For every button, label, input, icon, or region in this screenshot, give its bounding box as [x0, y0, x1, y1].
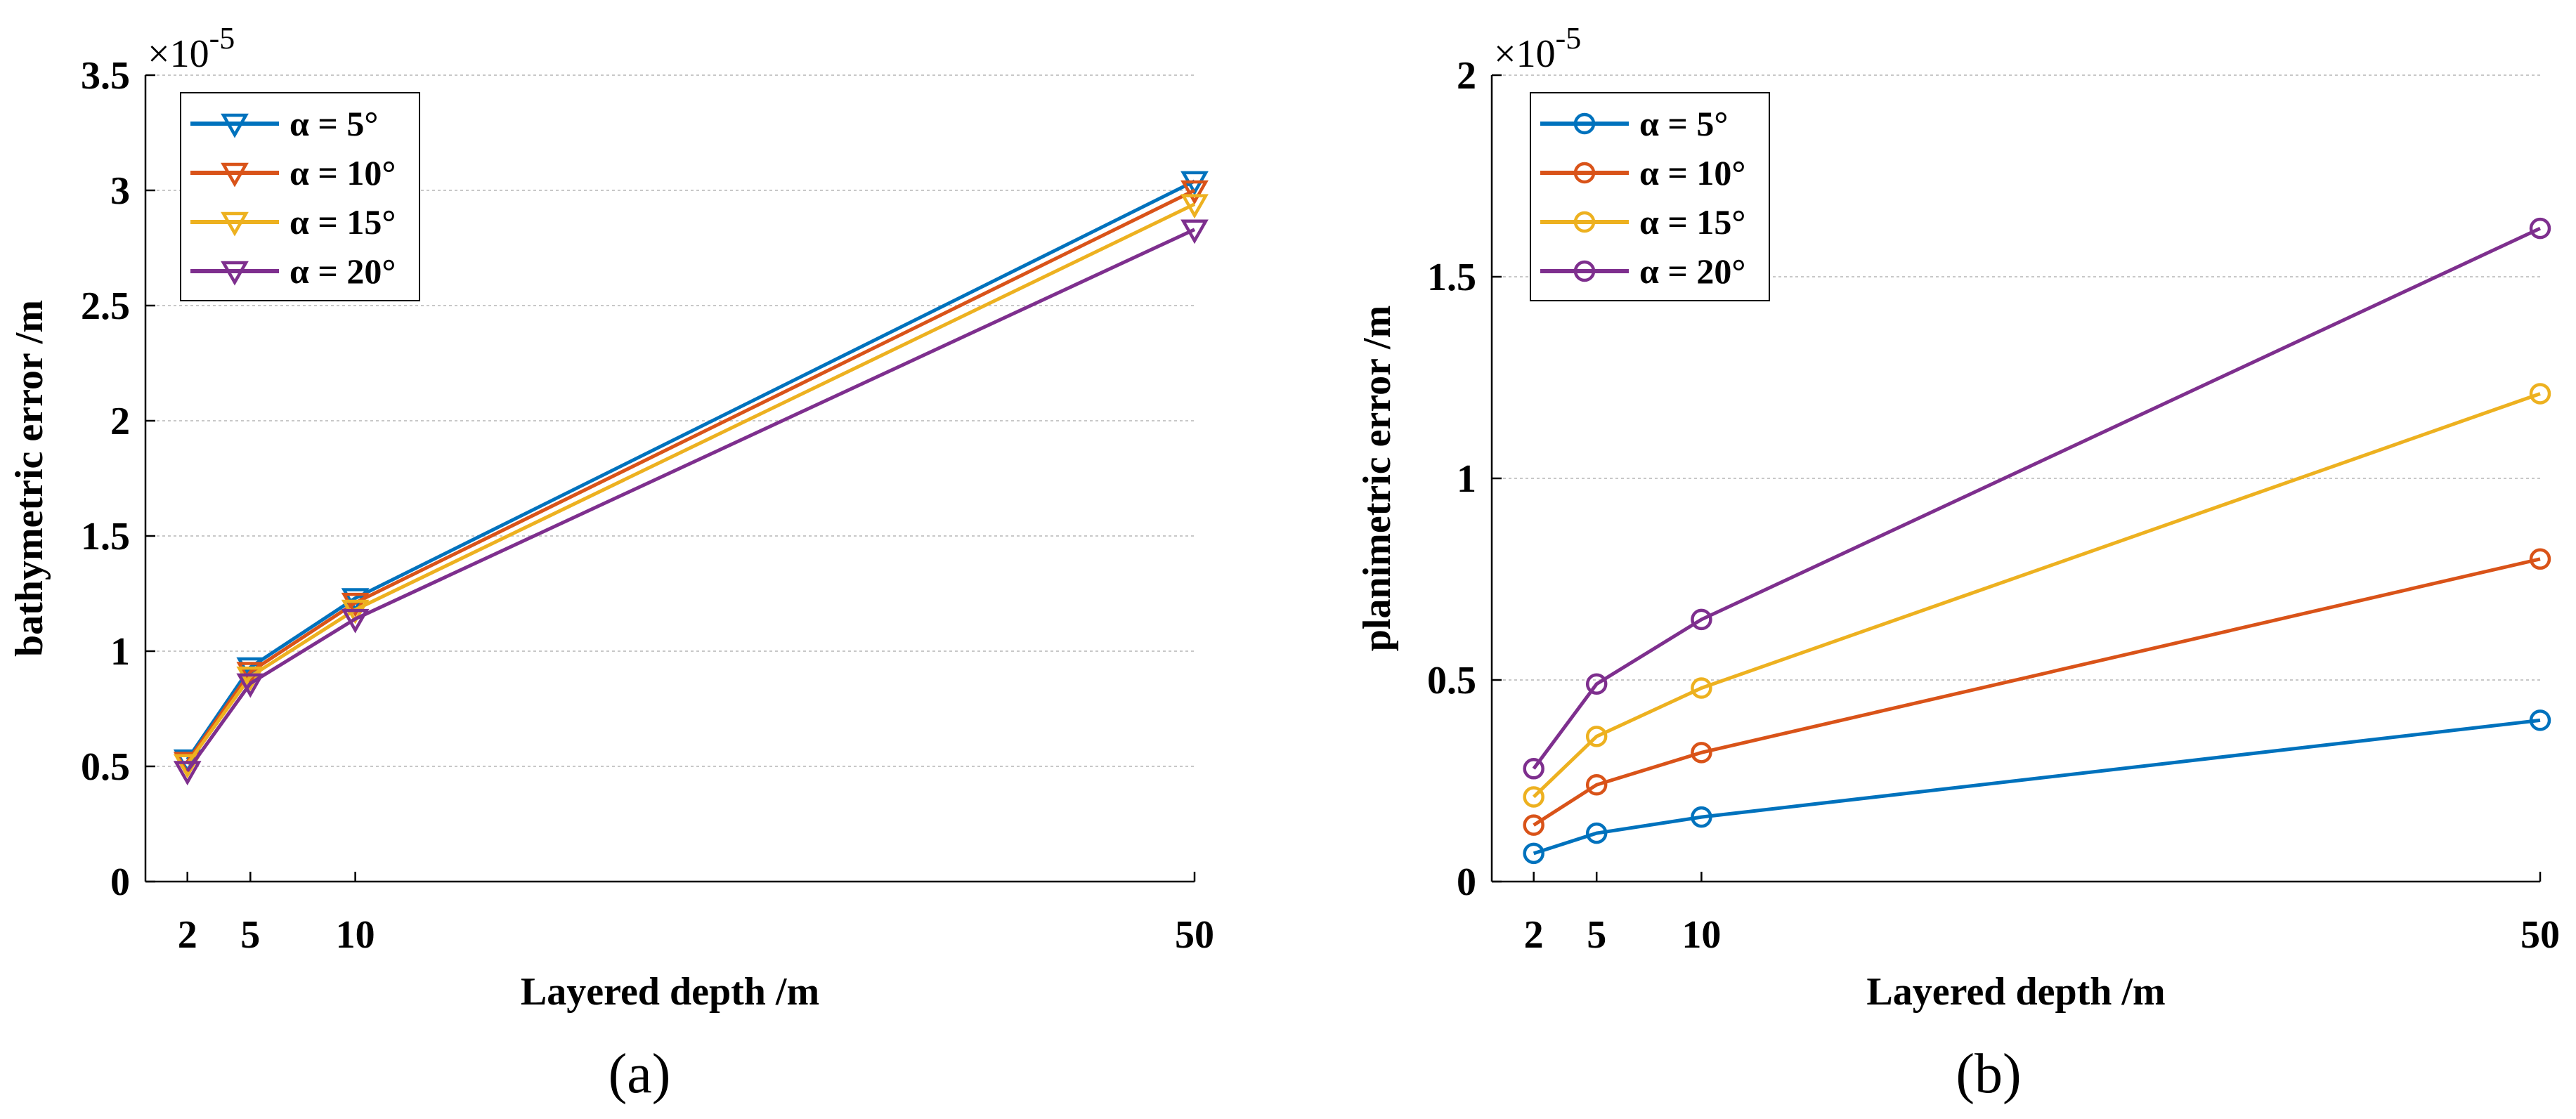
- data-point: [2529, 383, 2551, 405]
- data-point: [1180, 194, 1209, 219]
- legend-label: α = 20°: [1639, 251, 1745, 291]
- y-tick-label: 1.5: [81, 515, 130, 558]
- series-line: [1532, 226, 2542, 770]
- data-point: [1573, 211, 1596, 233]
- data-point: [1573, 260, 1596, 282]
- x-tick-label: 10: [1681, 913, 1721, 957]
- legend-label: α = 10°: [290, 153, 396, 192]
- data-point: [1523, 842, 1544, 865]
- y-tick-label: 1.5: [1427, 256, 1476, 299]
- data-point: [1573, 162, 1596, 184]
- exponent-label: ×10-5: [1494, 21, 1581, 76]
- series-line: [186, 188, 1196, 763]
- legend-label: α = 10°: [1639, 153, 1745, 192]
- data-point: [1691, 677, 1712, 699]
- x-tick-label: 5: [240, 913, 260, 957]
- y-tick-label: 0: [1457, 860, 1476, 904]
- legend-box: [180, 92, 420, 301]
- x-tick-label: 10: [336, 913, 375, 957]
- data-point: [1585, 673, 1608, 695]
- series-line: [186, 228, 1196, 773]
- data-point: [1691, 742, 1712, 764]
- data-point: [1585, 822, 1608, 844]
- y-tick-label: 2: [1457, 54, 1476, 98]
- data-point: [173, 761, 202, 786]
- x-axis-label: Layered depth /m: [1866, 970, 2165, 1014]
- y-tick-label: 2: [110, 400, 130, 443]
- y-tick-label: 0.5: [81, 745, 130, 789]
- y-axis-label: bathymetric error /m: [8, 300, 51, 657]
- x-tick-label: 50: [1175, 913, 1214, 957]
- legend: α = 5° α = 10° α = 15° α = 20°: [1530, 92, 1770, 301]
- y-tick-label: 3: [110, 169, 130, 213]
- series-1: [1523, 548, 2551, 836]
- x-tick-label: 2: [178, 913, 197, 957]
- data-point: [1523, 758, 1544, 780]
- series-line: [1533, 718, 2541, 856]
- series-line: [186, 179, 1196, 761]
- series-line: [1533, 557, 2541, 827]
- series-3: [173, 219, 1209, 786]
- x-tick-label: 5: [1587, 913, 1606, 957]
- legend-label: α = 5°: [290, 104, 378, 143]
- data-point: [1523, 786, 1544, 808]
- series-0: [1523, 709, 2551, 865]
- data-point: [2529, 548, 2551, 570]
- x-tick-label: 2: [1524, 913, 1544, 957]
- y-tick-label: 1: [1457, 457, 1476, 501]
- panel-caption: (b): [1956, 1043, 2021, 1105]
- data-point: [1180, 180, 1209, 205]
- series-line: [1532, 392, 2541, 799]
- data-point: [2529, 217, 2551, 240]
- data-point: [1691, 806, 1712, 828]
- legend-label: α = 5°: [1639, 104, 1728, 143]
- data-point: [1523, 814, 1544, 836]
- exponent-label: ×10-5: [148, 21, 235, 76]
- panel-caption: (a): [609, 1043, 671, 1105]
- data-point: [341, 608, 370, 634]
- data-point: [236, 673, 265, 698]
- legend-box: [1530, 92, 1770, 301]
- legend-label: α = 15°: [1639, 202, 1745, 242]
- series-line: [186, 202, 1196, 766]
- data-point: [1573, 112, 1596, 135]
- x-tick-label: 50: [2520, 913, 2560, 957]
- series-2: [1523, 383, 2551, 808]
- data-point: [1585, 773, 1608, 796]
- data-point: [1180, 219, 1209, 244]
- legend: α = 5° α = 10° α = 15° α = 20°: [180, 92, 420, 301]
- legend-label: α = 20°: [290, 251, 396, 291]
- data-point: [221, 113, 249, 138]
- y-tick-label: 1: [110, 630, 130, 674]
- data-point: [221, 162, 249, 188]
- y-axis-label: planimetric error /m: [1355, 306, 1399, 651]
- y-tick-label: 0: [110, 860, 130, 904]
- exponent-base: ×10: [148, 32, 209, 76]
- data-point: [1585, 726, 1608, 747]
- data-point: [2529, 709, 2551, 731]
- data-point: [221, 261, 249, 286]
- exponent-base: ×10: [1494, 32, 1556, 76]
- y-tick-label: 0.5: [1427, 659, 1476, 702]
- data-point: [341, 592, 370, 617]
- y-tick-label: 2.5: [81, 284, 130, 328]
- x-axis-label: Layered depth /m: [521, 970, 819, 1014]
- exponent-power: -5: [209, 21, 235, 55]
- legend-label: α = 15°: [290, 202, 396, 242]
- data-point: [221, 211, 249, 237]
- data-point: [1691, 608, 1712, 631]
- exponent-power: -5: [1556, 21, 1582, 55]
- series-3: [1523, 217, 2551, 780]
- y-tick-label: 3.5: [81, 54, 130, 98]
